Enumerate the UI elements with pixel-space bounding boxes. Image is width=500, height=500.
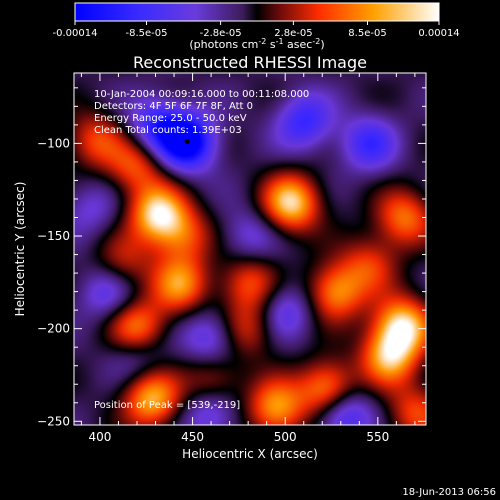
colorbar-gradient (75, 3, 439, 21)
colorbar-tick-label: -2.8e-05 (200, 28, 242, 39)
x-axis: 400 450 500 550 (80, 73, 416, 444)
y-tick-label: −150 (37, 229, 70, 243)
y-axis: −100 −150 −200 −250 (37, 87, 426, 428)
heatmap-image (74, 73, 426, 425)
colorbar-tick-label: 2.8e-05 (274, 28, 312, 39)
y-tick-label: −100 (37, 136, 70, 150)
y-axis-label: Heliocentric Y (arcsec) (13, 182, 27, 317)
y-tick-label: −250 (37, 414, 70, 428)
info-line: Energy Range: 25.0 - 50.0 keV (94, 113, 247, 124)
info-line: Clean Total counts: 1.39E+03 (94, 125, 242, 136)
minimum-marker (184, 139, 190, 145)
generation-date: 18-Jun-2013 06:56 (402, 487, 496, 498)
peak-position-text: Position of Peak = [539,-219] (94, 400, 240, 411)
info-line: Detectors: 4F 5F 6F 7F 8F, Att 0 (94, 101, 253, 112)
x-tick-label: 400 (88, 430, 111, 444)
info-line: 10-Jan-2004 00:09:16.000 to 00:11:08.000 (94, 89, 309, 100)
x-tick-label: 450 (181, 430, 204, 444)
x-tick-label: 550 (366, 430, 389, 444)
colorbar-tick-label: -8.5e-05 (126, 28, 168, 39)
plot-frame (73, 72, 427, 426)
y-tick-label: −200 (37, 322, 70, 336)
colorbar-unit-label: (photons cm-2 s-1 asec-2) (189, 37, 324, 51)
colorbar-tick-label: -0.00014 (53, 28, 98, 39)
chart-title: Reconstructed RHESSI Image (133, 53, 367, 72)
observation-info: 10-Jan-2004 00:09:16.000 to 00:11:08.000… (94, 89, 309, 136)
x-axis-label: Heliocentric X (arcsec) (182, 447, 318, 461)
colorbar-tick-label: 0.00014 (418, 28, 459, 39)
colorbar-frame (74, 2, 440, 22)
x-tick-label: 500 (274, 430, 297, 444)
colorbar-tick-label: 8.5e-05 (348, 28, 386, 39)
colorbar-ticks: -0.00014 -8.5e-05 -2.8e-05 2.8e-05 8.5e-05 0.… (53, 21, 460, 39)
colorbar: -0.00014 -8.5e-05 -2.8e-05 2.8e-05 8.5e-05 0.… (53, 2, 460, 51)
